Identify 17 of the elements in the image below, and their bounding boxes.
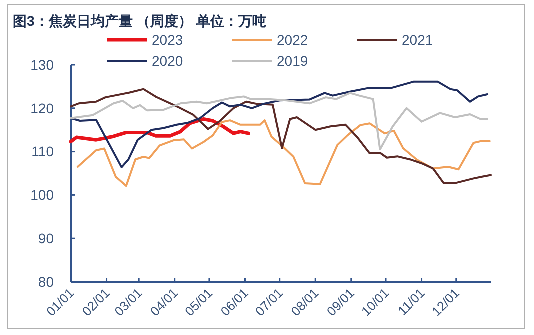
line-series: [70, 80, 489, 168]
legend-label: 2022: [277, 32, 308, 48]
y-tick-label: 130: [30, 56, 54, 73]
legend-label: 2023: [152, 32, 184, 48]
y-tick-label: 110: [32, 144, 54, 160]
legend-label: 2021: [402, 32, 434, 48]
y-tick-label: 120: [30, 100, 54, 116]
line-series: [70, 88, 492, 184]
line-series: [76, 120, 491, 188]
y-tick-label: 90: [38, 230, 54, 246]
y-tick-label: 80: [38, 274, 54, 290]
chart-title: 图3：焦炭日均产量 （周度） 单位：万吨: [13, 13, 267, 29]
legend-label: 2019: [277, 52, 308, 69]
line-series: [69, 118, 250, 144]
y-tick-label: 100: [30, 187, 54, 204]
legend-label: 2020: [152, 52, 184, 69]
line-series: [70, 92, 489, 151]
